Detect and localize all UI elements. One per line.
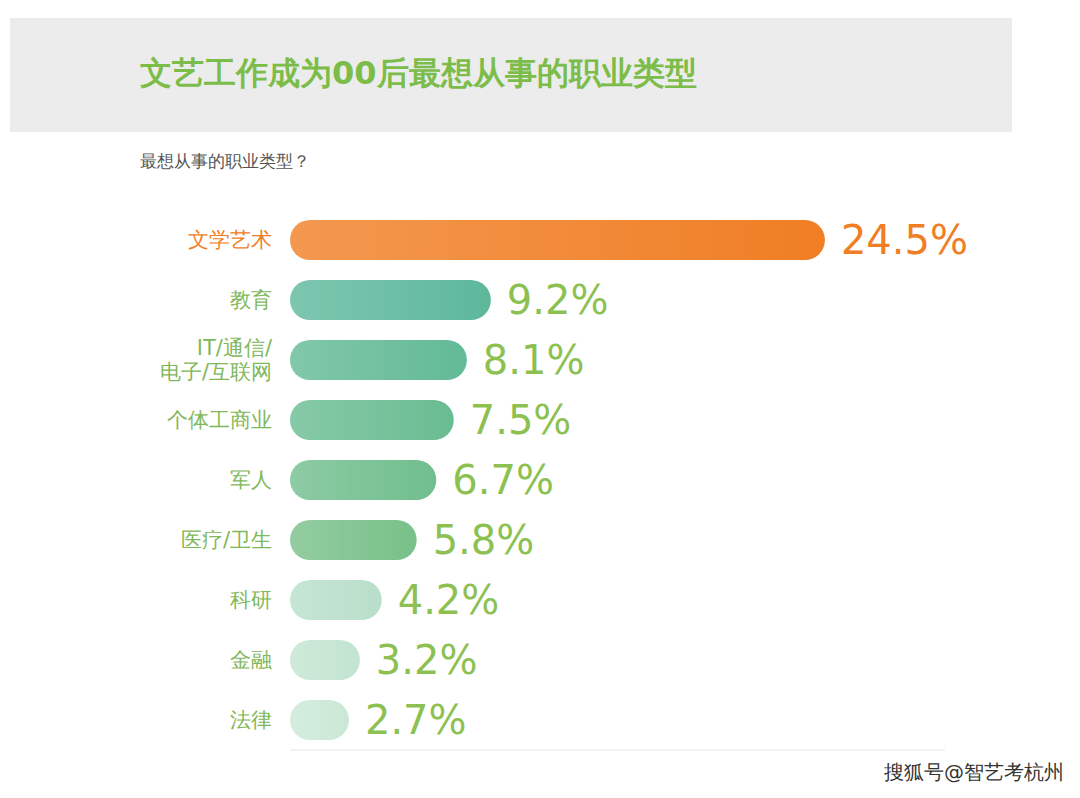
html-text:搜狐号@智艺考杭州: 搜狐号@智艺考杭州 <box>884 760 1064 784</box>
html-text:文艺工作成为00后最想从事的职业类型: 文艺工作成为00后最想从事的职业类型 <box>140 54 697 92</box>
svg-text:文学艺术: 文学艺术 <box>188 228 272 252</box>
svg-text:3.2%: 3.2% <box>376 637 478 683</box>
html-text:最想从事的职业类型？: 最想从事的职业类型？ <box>140 151 310 171</box>
svg-text:军人: 军人 <box>230 468 272 492</box>
svg-text:医疗/卫生: 医疗/卫生 <box>181 528 272 552</box>
svg-text:个体工商业: 个体工商业 <box>167 408 272 432</box>
svg-text:9.2%: 9.2% <box>507 277 609 323</box>
svg-text:教育: 教育 <box>230 288 272 312</box>
svg-text:5.8%: 5.8% <box>433 517 535 563</box>
svg-text:7.5%: 7.5% <box>470 397 572 443</box>
svg-text:金融: 金融 <box>230 648 272 672</box>
svg-text:科研: 科研 <box>230 588 272 612</box>
svg-text:8.1%: 8.1% <box>483 337 585 383</box>
svg-text:法律: 法律 <box>230 708 272 732</box>
svg-text:IT/通信/电子/互联网: IT/通信/电子/互联网 <box>160 336 273 384</box>
svg-text:4.2%: 4.2% <box>398 577 500 623</box>
svg-text:2.7%: 2.7% <box>365 697 467 743</box>
svg-text:6.7%: 6.7% <box>452 457 554 503</box>
svg-text:24.5%: 24.5% <box>841 217 968 263</box>
